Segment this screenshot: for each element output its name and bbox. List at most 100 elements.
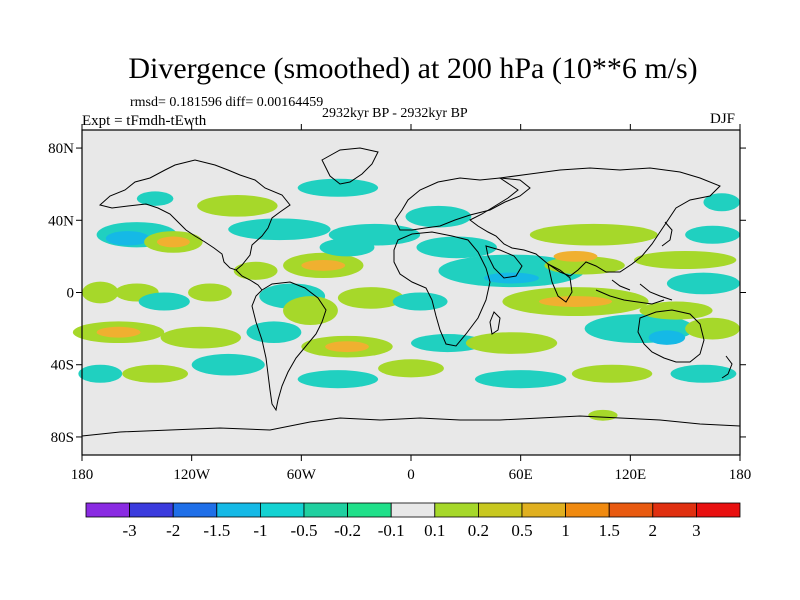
contour-region [283,296,338,325]
contour-region [96,326,141,338]
map-axes: 80N 40N 0 40S 80S 180 120W 60W 0 60E 120E 180 [48,124,751,483]
coast-central-america [235,269,263,291]
experiment-label: Expt = tFmdh-tEwth [82,113,207,129]
contour-region [685,317,740,340]
map-background [82,130,740,455]
coast-africa [393,231,491,347]
contour-region [160,326,242,349]
contour-region [78,364,123,383]
contour-region [465,332,558,354]
coast-india [547,263,573,303]
coast-madagascar [489,311,501,335]
colorbar-label: 2 [649,521,658,540]
coast-indonesia [595,279,673,305]
lat-tick-label: 40S [51,358,74,374]
stats-text: rmsd= 0.181596 diff= 0.00164459 [130,95,324,110]
colorbar-swatch [652,502,697,518]
lon-tick-label: 120E [614,467,646,483]
contour-region [233,261,278,280]
plot-title: Divergence (smoothed) at 200 hPa (10**6 … [128,52,698,85]
contour-region [301,260,346,271]
coast-japan [661,221,673,247]
lat-tick-label: 80S [51,430,74,446]
colorbar-label: -0.5 [291,521,318,540]
coast-asia [469,167,721,277]
coast-new-zealand [721,355,733,379]
contour-region [105,231,150,246]
period-label: 2932kyr BP - 2932kyr BP [322,106,468,121]
contour-region [188,283,232,302]
colorbar-swatch [477,502,523,518]
colorbar-label: -1.5 [203,521,230,540]
contour-region [246,321,302,344]
contour-region [82,281,119,304]
colorbar: -3 -2 -1.5 -1 -0.5 -0.2 -0.1 0.1 0.2 0.5 1 1.5 2 3 [85,502,741,540]
lon-tick-label: 180 [729,467,752,483]
season-label: DJF [710,111,736,127]
contour-region [648,330,686,345]
coast-greenland [321,147,379,185]
coast-arabia [485,245,523,279]
contour-region [703,193,740,212]
contour-region [325,341,369,353]
lat-tick-label: 80N [48,141,74,157]
colorbar-label: 1.5 [599,521,620,540]
contour-region [633,250,737,270]
contour-region [392,292,448,311]
lon-tick-label: 180 [71,467,94,483]
contour-region [337,287,404,309]
contour-region [297,370,379,389]
coast-south-america [251,281,327,412]
contour-region [670,364,737,383]
contour-region [138,292,190,311]
map-panel: 80N 40N 0 40S 80S 180 120W 60W 0 60E 120E 180 [48,124,751,483]
colorbar-swatch [390,502,436,518]
colorbar-swatch [434,502,479,518]
contour-region [136,191,174,206]
colorbar-label: 3 [692,521,701,540]
contour-region [197,195,278,217]
colorbar-label: -2 [166,521,180,540]
contour-region [122,364,189,383]
lon-tick-label: 60W [287,467,317,483]
coast-europe [394,177,531,231]
coast-australia [637,309,705,363]
contour-region [319,238,375,257]
colorbar-swatch [565,502,610,518]
contour-region [484,272,539,284]
colorbar-swatch [303,502,348,518]
colorbar-swatch [608,502,654,518]
colorbar-label: 1 [561,521,570,540]
colorbar-label: -0.1 [378,521,405,540]
contour-region [588,409,618,421]
coast-north-america [98,159,291,271]
colorbar-label: -3 [123,521,137,540]
colorbar-label: 0.1 [424,521,445,540]
coast-antarctica [81,415,741,437]
colorbar-swatch [172,502,218,518]
lon-tick-label: 60E [509,467,533,483]
colorbar-label: 0.2 [468,521,489,540]
colorbar-label: 0.5 [511,521,532,540]
contour-region [411,334,485,353]
colorbar-swatch [347,502,392,518]
contour-region [228,218,331,241]
lat-tick-label: 0 [67,286,75,302]
colorbar-swatch [259,502,305,518]
lon-tick-label: 0 [407,467,415,483]
contour-region [405,205,472,228]
contour-region [529,223,658,246]
colorbar-swatch [521,502,566,518]
contour-region [666,272,740,295]
colorbar-swatch [129,502,174,518]
colorbar-label: -1 [253,521,267,540]
contour-region [378,359,444,378]
colorbar-label: -0.2 [334,521,361,540]
contour-region [571,364,653,383]
divergence-contours [72,178,740,421]
contour-region [156,236,190,248]
contour-region [685,225,740,244]
contour-region [416,236,497,259]
contour-region [538,296,613,307]
